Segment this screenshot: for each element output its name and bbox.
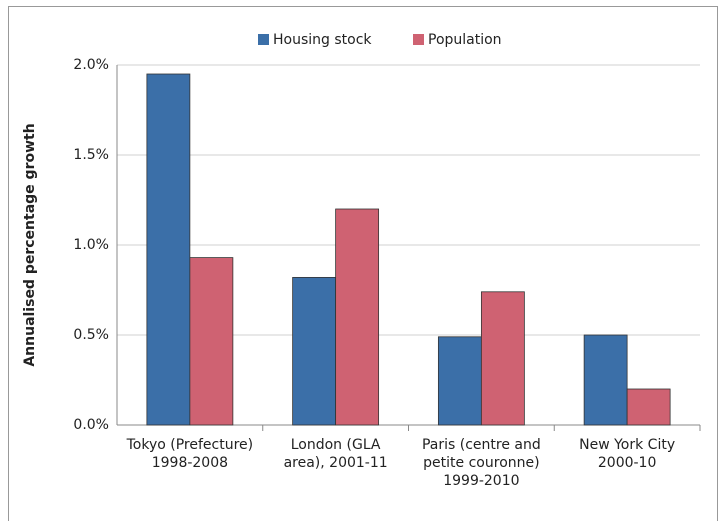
y-tick-label: 0.5% bbox=[73, 327, 109, 343]
y-tick-label: 1.0% bbox=[73, 237, 109, 253]
y-axis-label: Annualised percentage growth bbox=[22, 123, 38, 366]
bar bbox=[437, 336, 482, 426]
y-tick-label: 2.0% bbox=[73, 57, 109, 73]
chart-frame bbox=[8, 6, 718, 521]
bar bbox=[146, 73, 191, 426]
x-tick-label: area), 2001-11 bbox=[284, 455, 388, 471]
bar bbox=[583, 334, 628, 426]
x-tick-label: petite couronne) bbox=[423, 455, 539, 471]
x-tick-label: 2000-10 bbox=[598, 455, 657, 471]
bar bbox=[292, 276, 337, 426]
bar bbox=[335, 208, 380, 426]
y-tick-label: 1.5% bbox=[73, 147, 109, 163]
x-tick-label: New York City bbox=[579, 437, 675, 453]
bar bbox=[626, 388, 671, 426]
x-tick-label: Tokyo (Prefecture) bbox=[126, 437, 254, 453]
x-tick-label: 1998-2008 bbox=[152, 455, 228, 471]
bar bbox=[189, 257, 234, 426]
x-tick-label: London (GLA bbox=[291, 437, 381, 453]
x-tick-label: 1999-2010 bbox=[443, 473, 519, 489]
legend-label: Housing stock bbox=[273, 32, 372, 48]
x-tick-label: Paris (centre and bbox=[422, 437, 541, 453]
bar bbox=[480, 291, 525, 426]
y-tick-label: 0.0% bbox=[73, 417, 109, 433]
legend-swatch bbox=[413, 34, 424, 45]
legend-swatch bbox=[258, 34, 269, 45]
legend-label: Population bbox=[428, 32, 502, 48]
